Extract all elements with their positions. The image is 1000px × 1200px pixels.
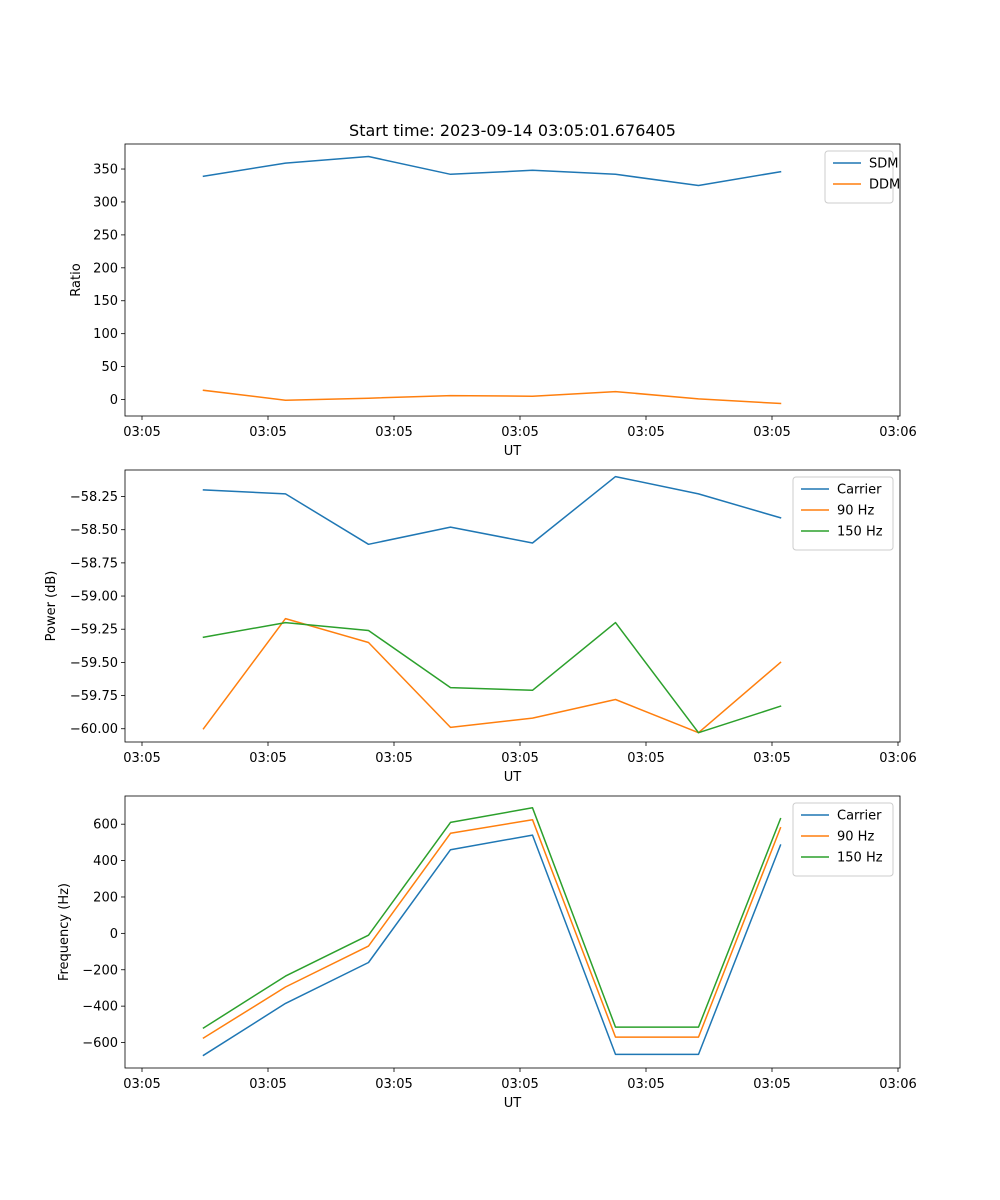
series-line-ddm	[202, 389, 782, 405]
x-tick-label: 03:05	[627, 751, 664, 766]
chart-title: Start time: 2023-09-14 03:05:01.676405	[349, 121, 676, 140]
subplot-3: 03:05 03:05 03:05 03:05 03:05 03:05 03:06 −600 −…	[57, 795, 917, 1111]
y-axis-label: Frequency (Hz)	[57, 883, 72, 981]
x-tick-label: 03:05	[501, 751, 538, 766]
axes-frame	[124, 795, 901, 1069]
y-tick-label: −60.00	[70, 722, 118, 737]
y-tick-label: −58.25	[70, 490, 118, 505]
y-tick-label: 600	[93, 818, 118, 833]
y-axis-label: Ratio	[69, 263, 84, 296]
x-tick-label: 03:05	[753, 1077, 790, 1092]
y-tick-label: −59.75	[70, 689, 118, 704]
legend: Carrier 90 Hz 150 Hz	[792, 802, 894, 877]
x-tick-label: 03:06	[879, 751, 916, 766]
legend-label: DDM	[869, 178, 900, 193]
x-tick-label: 03:05	[123, 751, 160, 766]
y-tick-label: 300	[93, 195, 118, 210]
legend-label: 90 Hz	[837, 830, 874, 845]
y-tick-label: −600	[82, 1036, 118, 1051]
legend-label: Carrier	[837, 483, 882, 498]
axes-frame	[124, 143, 901, 417]
x-tick-label: 03:06	[879, 1077, 916, 1092]
y-tick-label: 400	[93, 854, 118, 869]
x-tick-label: 03:05	[375, 1077, 412, 1092]
y-axis-label: Power (dB)	[44, 571, 59, 642]
legend-label: 150 Hz	[837, 851, 883, 866]
legend-label: SDM	[869, 157, 898, 172]
legend-box	[824, 150, 894, 204]
x-tick-label: 03:05	[375, 751, 412, 766]
y-tick-label: −58.50	[70, 523, 118, 538]
x-tick-label: 03:05	[627, 425, 664, 440]
x-axis-label: UT	[504, 1096, 522, 1111]
x-tick-label: 03:05	[627, 1077, 664, 1092]
y-tick-label: −58.75	[70, 556, 118, 571]
legend-label: 90 Hz	[837, 504, 874, 519]
legend-label: 150 Hz	[837, 525, 883, 540]
y-tick-label: 250	[93, 228, 118, 243]
subplot-2: 03:05 03:05 03:05 03:05 03:05 03:05 03:06 −60.0…	[44, 469, 917, 785]
series-line-sdm	[202, 155, 782, 187]
series-line-150-hz	[202, 621, 782, 734]
axes-frame	[124, 469, 901, 743]
legend: SDM DDM	[824, 150, 900, 204]
x-tick-label: 03:05	[753, 751, 790, 766]
series-line-150-hz	[202, 807, 782, 1030]
x-tick-label: 03:05	[501, 425, 538, 440]
x-tick-label: 03:06	[879, 425, 916, 440]
x-tick-label: 03:05	[123, 1077, 160, 1092]
y-tick-label: 0	[110, 393, 118, 408]
y-tick-label: −59.25	[70, 623, 118, 638]
x-tick-label: 03:05	[123, 425, 160, 440]
y-tick-label: 150	[93, 294, 118, 309]
x-tick-label: 03:05	[249, 1077, 286, 1092]
x-tick-label: 03:05	[249, 751, 286, 766]
x-axis-label: UT	[504, 444, 522, 459]
y-tick-label: 100	[93, 327, 118, 342]
series-line-carrier	[202, 834, 782, 1057]
y-tick-label: 50	[101, 360, 118, 375]
x-tick-label: 03:05	[375, 425, 412, 440]
y-tick-label: −200	[82, 963, 118, 978]
series-line-90-hz	[202, 818, 782, 1040]
y-tick-label: 0	[110, 927, 118, 942]
y-tick-label: 350	[93, 163, 118, 178]
x-tick-label: 03:05	[249, 425, 286, 440]
y-tick-label: −59.00	[70, 590, 118, 605]
y-tick-label: −59.50	[70, 656, 118, 671]
x-tick-label: 03:05	[753, 425, 790, 440]
x-axis-label: UT	[504, 770, 522, 785]
series-line-carrier	[202, 475, 782, 546]
x-tick-label: 03:05	[501, 1077, 538, 1092]
y-tick-label: 200	[93, 890, 118, 905]
subplot-1: Start time: 2023-09-14 03:05:01.67640503…	[69, 121, 917, 459]
y-tick-label: −400	[82, 1000, 118, 1015]
series-line-90-hz	[202, 617, 782, 734]
y-tick-label: 200	[93, 261, 118, 276]
legend: Carrier 90 Hz 150 Hz	[792, 476, 894, 551]
legend-label: Carrier	[837, 809, 882, 824]
